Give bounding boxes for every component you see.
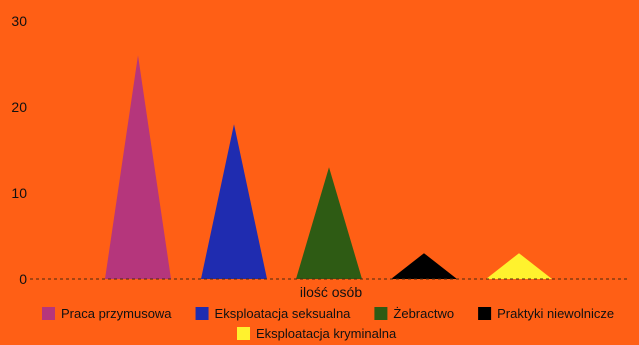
legend: Praca przymusowa Eksploatacja seksualna Że…: [42, 306, 614, 341]
legend-label: Eksploatacja kryminalna: [256, 326, 397, 341]
legend-label: Żebractwo: [393, 306, 454, 321]
y-tick-label: 20: [11, 99, 27, 115]
bar-eksploatacja-seksualna: [201, 124, 267, 279]
legend-swatch: [374, 307, 388, 320]
bar-praca-przymusowa: [105, 55, 171, 280]
y-tick-label: 10: [11, 185, 27, 201]
bar-praktyki-niewolnicze: [391, 253, 457, 279]
legend-label: Praktyki niewolnicze: [497, 306, 614, 321]
bar-eksploatacja-kryminalna: [486, 253, 552, 279]
y-tick-label: 0: [19, 271, 27, 287]
y-axis: 0 10 20 30: [11, 13, 27, 287]
legend-swatch: [42, 307, 55, 320]
legend-label: Praca przymusowa: [61, 306, 172, 321]
legend-swatch: [237, 327, 250, 340]
legend-label: Eksploatacja seksualna: [215, 306, 352, 321]
legend-swatch: [478, 307, 492, 320]
legend-swatch: [195, 307, 209, 320]
y-tick-label: 30: [11, 13, 27, 29]
chart-marks: [105, 55, 552, 280]
bar-żebractwo: [296, 167, 362, 279]
x-axis-label: ilość osób: [300, 284, 362, 300]
